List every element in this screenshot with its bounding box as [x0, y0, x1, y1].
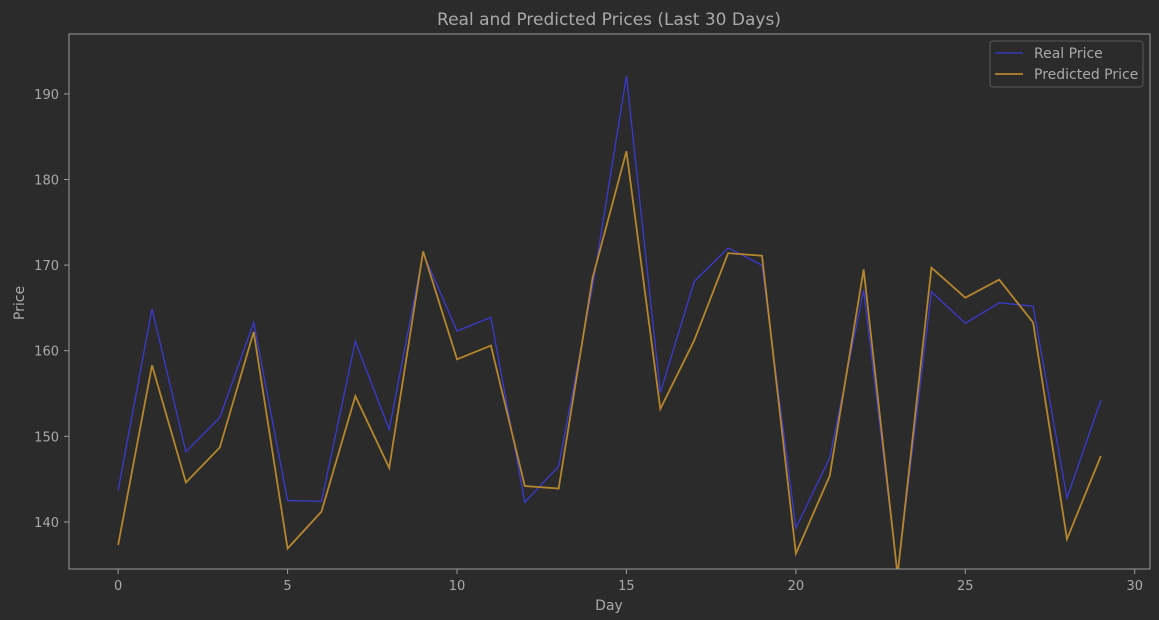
chart-title: Real and Predicted Prices (Last 30 Days) [437, 10, 781, 30]
legend: Real Price Predicted Price [989, 40, 1144, 88]
x-tick-label: 20 [788, 579, 805, 594]
y-tick-label: 150 [34, 430, 59, 445]
x-axis-label: Day [595, 598, 623, 614]
y-tick-label: 180 [34, 174, 59, 189]
plot-area [117, 75, 1102, 569]
x-tick-label: 15 [618, 579, 635, 594]
y-tick-label: 140 [34, 516, 59, 531]
x-tick-label: 25 [957, 579, 974, 594]
legend-label: Real Price [1034, 46, 1103, 62]
y-axis-label: Price [12, 286, 28, 320]
x-tick-label: 5 [283, 579, 291, 594]
x-tick-label: 10 [449, 579, 466, 594]
legend-box [989, 40, 1144, 88]
x-tick-label: 0 [114, 579, 122, 594]
y-tick-label: 190 [34, 88, 59, 103]
axes-frame [68, 33, 1151, 570]
y-axis: 140 150 160 170 180 190 [34, 88, 69, 531]
legend-label: Predicted Price [1034, 67, 1138, 83]
series-line-predicted-price [117, 151, 1102, 569]
y-tick-label: 160 [34, 345, 59, 360]
x-tick-label: 30 [1126, 579, 1143, 594]
series-line-real-price [117, 75, 1102, 569]
y-tick-label: 170 [34, 259, 59, 274]
x-axis: 0 5 10 15 20 25 30 [114, 569, 1143, 594]
